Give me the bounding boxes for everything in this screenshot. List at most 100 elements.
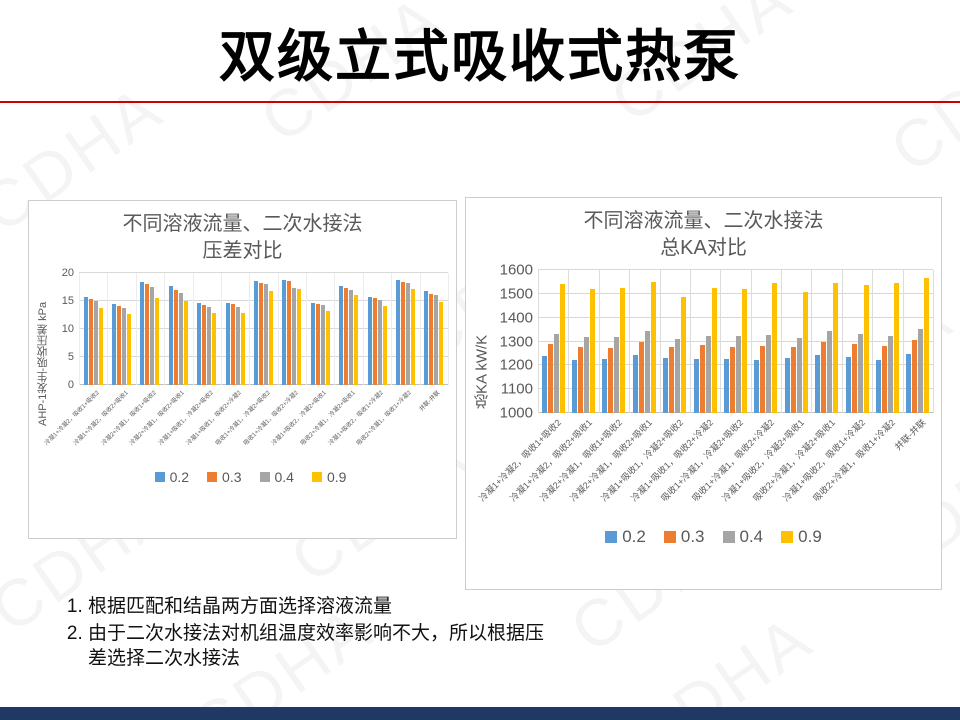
bar <box>851 344 857 413</box>
gridline-vertical <box>902 270 904 413</box>
chart-title-line1: 不同溶液流量、二次水接法 <box>122 213 363 235</box>
bar <box>183 301 188 385</box>
bar <box>796 337 802 413</box>
chart-title-line1: 不同溶液流量、二次水接法 <box>583 210 824 232</box>
title-divider-line <box>0 101 960 103</box>
note-item-1: 根据匹配和结晶两方面选择溶液流量 <box>88 594 558 619</box>
bar <box>395 279 400 385</box>
bar-group <box>538 270 568 413</box>
bar <box>315 303 320 385</box>
bar-group <box>599 270 629 413</box>
bar <box>382 306 387 385</box>
bar <box>264 283 269 385</box>
bar <box>699 345 705 413</box>
y-tick-label: 5 <box>67 351 74 363</box>
x-category-label: 并联-并联 <box>418 390 442 413</box>
y-tick-label: 1300 <box>499 333 533 350</box>
bar <box>766 335 772 413</box>
bar <box>887 336 893 413</box>
x-category-label: 吸收2+冷凝1，吸收1+冷凝2 <box>356 390 414 447</box>
bar <box>620 287 626 413</box>
y-tick-label: 1000 <box>499 404 533 422</box>
gridline-vertical <box>277 273 279 385</box>
bar <box>906 354 912 413</box>
bar-group <box>221 273 249 385</box>
gridline-horizontal <box>79 356 448 357</box>
bar <box>638 341 644 413</box>
bar <box>754 360 760 413</box>
chart-title-line2: 压差对比 <box>202 240 283 262</box>
bar <box>578 347 584 413</box>
legend-swatch <box>722 531 735 543</box>
bar <box>377 299 382 385</box>
bar <box>282 280 287 385</box>
x-axis-line <box>538 412 933 413</box>
y-tick-label: 1200 <box>499 356 533 374</box>
legend-item: 0.2 <box>605 527 646 547</box>
bar <box>88 299 93 385</box>
bar-group <box>306 273 334 385</box>
bar <box>297 288 302 385</box>
bar <box>310 303 315 385</box>
y-tick-label: 1100 <box>500 380 533 398</box>
bar <box>863 284 869 413</box>
legend-label: 0.3 <box>680 527 705 546</box>
legend-swatch <box>207 472 218 482</box>
bar <box>83 297 88 385</box>
bar <box>724 359 730 413</box>
bar-group <box>164 273 192 385</box>
bar <box>173 289 178 385</box>
bar <box>881 346 887 413</box>
gridline-horizontal <box>538 340 933 342</box>
legend-label: 0.9 <box>798 527 822 546</box>
gridline-vertical <box>538 270 539 413</box>
legend-label: 0.9 <box>326 469 347 485</box>
bar <box>212 313 217 385</box>
gridline-vertical <box>334 273 336 385</box>
bar <box>344 287 349 385</box>
bar <box>711 288 717 413</box>
bar <box>292 288 297 385</box>
bar <box>693 358 699 413</box>
bar <box>112 303 117 385</box>
y-tick-label: 1400 <box>499 309 533 327</box>
bar-group <box>903 270 933 413</box>
bar <box>354 295 359 385</box>
bar <box>235 306 240 385</box>
gridline-vertical <box>933 270 934 413</box>
legend-item: 0.4 <box>259 469 294 485</box>
chart-title-line2: 总KA对比 <box>660 237 747 259</box>
bar <box>122 307 127 385</box>
bar <box>875 359 881 413</box>
bar <box>614 336 620 413</box>
legend-label: 0.3 <box>222 469 242 485</box>
legend: 0.2 0.3 0.4 0.9 <box>494 527 933 547</box>
notes-list: 根据匹配和结晶两方面选择溶液流量 由于二次水接法对机组温度效率影响不大，所以根据… <box>58 594 558 673</box>
gridline-vertical <box>659 270 661 413</box>
bar-group <box>335 273 363 385</box>
chart-title: 不同溶液流量、二次水接法 压差对比 <box>29 211 456 265</box>
gridline-vertical <box>448 273 449 385</box>
x-axis-line <box>79 384 448 385</box>
gridline-horizontal <box>538 269 933 270</box>
legend-swatch <box>781 531 794 543</box>
gridline-vertical <box>249 273 251 385</box>
footer-bar <box>0 707 960 720</box>
gridline-vertical <box>220 273 222 385</box>
watermark-text: CDHA <box>617 599 826 720</box>
bar <box>349 289 354 385</box>
bar <box>742 289 748 413</box>
bar <box>912 339 918 413</box>
bar <box>730 347 736 413</box>
bar <box>833 282 839 413</box>
bar <box>254 280 259 385</box>
gridline-horizontal <box>538 388 933 390</box>
bar <box>339 286 344 385</box>
gridline-vertical <box>107 273 109 385</box>
bar <box>207 307 212 385</box>
gridline-vertical <box>135 273 137 385</box>
plot-area <box>538 269 934 413</box>
bar <box>541 356 547 413</box>
bar <box>127 313 132 385</box>
